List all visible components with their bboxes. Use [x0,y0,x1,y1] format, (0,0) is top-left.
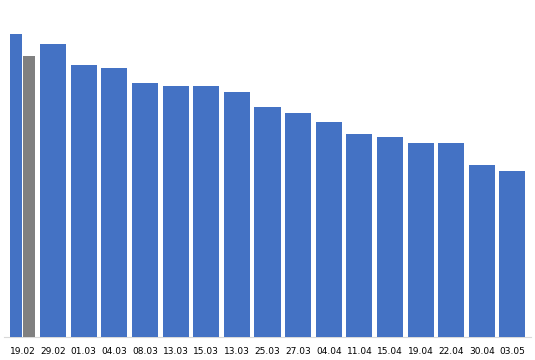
Bar [255,107,280,337]
Bar [224,92,250,337]
Bar [23,56,35,337]
Bar [285,113,311,337]
Bar [132,83,158,337]
Bar [163,86,189,337]
Bar [10,35,22,337]
Bar [377,138,403,337]
Bar [438,143,464,337]
Bar [408,143,433,337]
Bar [469,165,495,337]
Bar [71,65,97,337]
Bar [500,171,525,337]
Bar [193,86,219,337]
Bar [102,68,127,337]
Bar [316,122,342,337]
Bar [346,134,372,337]
Bar [40,44,66,337]
